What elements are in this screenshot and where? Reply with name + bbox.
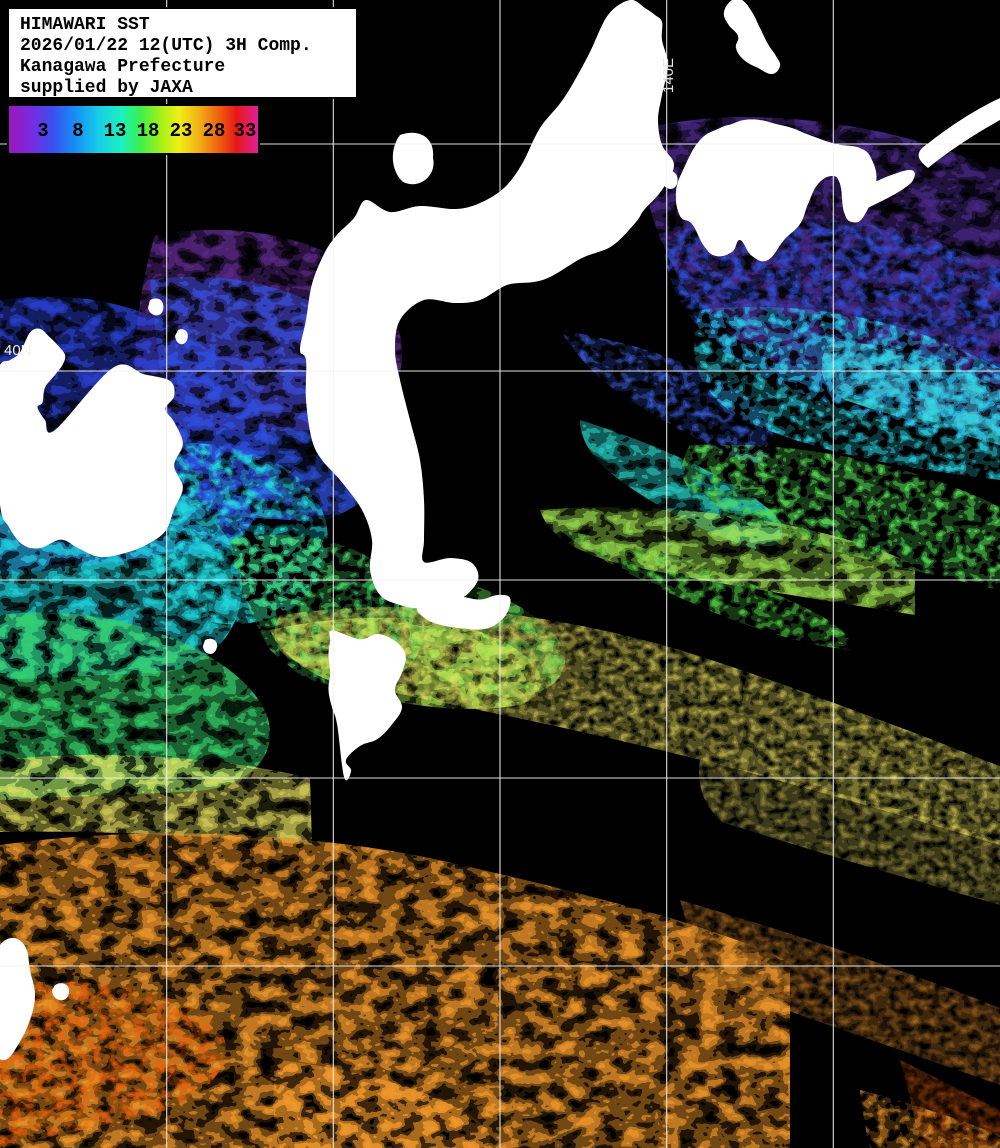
svg-text:3: 3 bbox=[37, 120, 48, 142]
svg-text:40N: 40N bbox=[4, 342, 32, 359]
svg-text:13: 13 bbox=[104, 120, 127, 142]
svg-text:Kanagawa Prefecture: Kanagawa Prefecture bbox=[20, 57, 225, 77]
svg-text:supplied by JAXA: supplied by JAXA bbox=[20, 78, 193, 98]
svg-text:28: 28 bbox=[203, 120, 226, 142]
svg-text:HIMAWARI SST: HIMAWARI SST bbox=[20, 15, 150, 35]
svg-text:33: 33 bbox=[234, 120, 257, 142]
svg-text:8: 8 bbox=[72, 120, 83, 142]
svg-text:140E: 140E bbox=[660, 58, 677, 93]
svg-text:2026/01/22 12(UTC) 3H Comp.: 2026/01/22 12(UTC) 3H Comp. bbox=[20, 36, 312, 56]
svg-text:18: 18 bbox=[137, 120, 160, 142]
svg-text:23: 23 bbox=[170, 120, 193, 142]
